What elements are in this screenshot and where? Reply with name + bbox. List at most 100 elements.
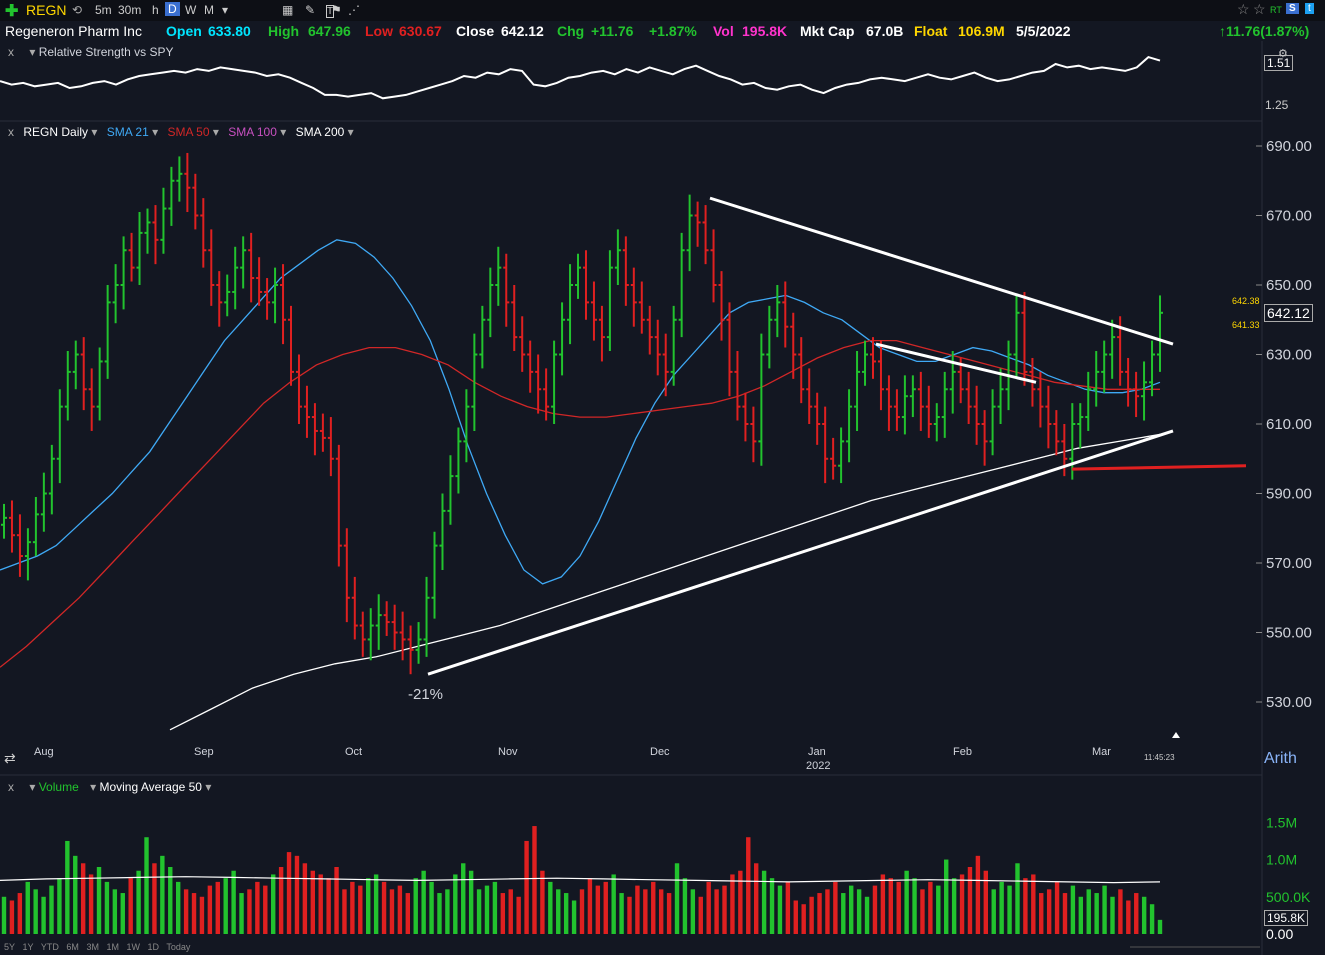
sma21-label[interactable]: SMA 21: [106, 125, 149, 139]
change-summary: ↑11.76(1.87%): [1219, 23, 1310, 39]
price-close-icon[interactable]: x: [8, 125, 14, 139]
range-today[interactable]: Today: [166, 942, 191, 952]
short-trendline[interactable]: [875, 342, 1037, 384]
volume-bar: [1070, 885, 1076, 934]
volume-bar: [825, 889, 830, 934]
price-tick-label: 610.00: [1266, 416, 1312, 433]
volume-bar: [57, 878, 62, 934]
volume-bar: [49, 885, 54, 934]
volume-bar: [381, 881, 387, 934]
range-1m[interactable]: 1M: [106, 942, 119, 952]
quote-info-bar: Regeneron Pharm Inc Open 633.80 High 647…: [0, 21, 1325, 41]
volume-bar: [421, 870, 426, 934]
symbol-input[interactable]: REGN: [26, 2, 67, 18]
volume-bar: [833, 881, 838, 934]
volume-bar: [350, 881, 355, 934]
volume-bar: [951, 878, 957, 934]
support-level-line[interactable]: [1071, 464, 1247, 471]
timeframe-d[interactable]: D: [165, 2, 180, 16]
range-5y[interactable]: 5Y: [4, 942, 16, 952]
volume-close-icon[interactable]: x: [8, 780, 14, 794]
volume-bar: [373, 874, 379, 934]
volume-bar: [912, 878, 917, 934]
range-1y[interactable]: 1Y: [22, 942, 34, 952]
support-trendline[interactable]: [427, 429, 1174, 676]
volume-bar: [461, 863, 466, 934]
range-1w[interactable]: 1W: [126, 942, 141, 952]
volume-bar: [492, 881, 498, 934]
text-tool-icon[interactable]: T: [326, 5, 335, 18]
volume-bar: [967, 867, 973, 934]
timeframe-5m[interactable]: 5m: [95, 3, 112, 17]
share-icon[interactable]: ⟲: [72, 3, 83, 17]
timeframe-w[interactable]: W: [185, 3, 197, 17]
volume-bar: [255, 881, 260, 934]
price-legend: x REGN Daily ▾ SMA 21 ▾ SMA 50 ▾ SMA 100…: [8, 125, 354, 139]
timeframe-h[interactable]: h: [152, 3, 159, 17]
volume-bar: [366, 878, 371, 934]
sma200-label[interactable]: SMA 200: [295, 125, 345, 139]
rs-label: Relative Strength vs SPY: [38, 45, 174, 59]
timeframe-30m[interactable]: 30m: [118, 3, 142, 17]
sma50-label[interactable]: SMA 50: [167, 125, 210, 139]
timeframe-m[interactable]: M: [204, 3, 214, 17]
volume-bar: [928, 881, 933, 934]
volume-bar: [706, 881, 711, 934]
twitter-icon[interactable]: t: [1305, 3, 1314, 14]
range-ytd[interactable]: YTD: [40, 942, 59, 952]
rs-dropdown-icon[interactable]: ▾: [29, 45, 36, 59]
volume-bar: [809, 896, 814, 934]
resistance-trendline[interactable]: [709, 196, 1174, 346]
volume-bar: [136, 870, 141, 934]
volume-bar: [397, 885, 403, 934]
volume-dropdown-icon[interactable]: ▾: [29, 780, 36, 794]
scale-mode-button[interactable]: Arith: [1264, 750, 1297, 767]
volume-legend: x ▾ Volume ▾ Moving Average 50 ▾: [8, 780, 212, 794]
volume-label[interactable]: Volume: [38, 780, 79, 794]
price-legend-symbol[interactable]: REGN Daily: [23, 125, 89, 139]
volume-bar: [1157, 919, 1163, 934]
network-icon[interactable]: ⋰: [348, 3, 360, 17]
star-icon-2[interactable]: ☆: [1253, 1, 1266, 17]
sma50-line: [0, 339, 1160, 668]
settings-icon[interactable]: ⚙: [1278, 48, 1288, 60]
dropdown-icon[interactable]: ▾: [222, 3, 229, 17]
last-price-tag: 642.12: [1264, 304, 1313, 322]
volume-bar: [476, 889, 482, 934]
pencil-icon[interactable]: ✎: [305, 3, 316, 17]
volume-bar: [453, 874, 458, 934]
price-tick-label: 690.00: [1266, 138, 1312, 155]
calendar-icon[interactable]: ▦: [282, 3, 294, 17]
rs-close-icon[interactable]: x: [8, 45, 14, 59]
close-label: Close: [456, 23, 495, 39]
sma100-label[interactable]: SMA 100: [228, 125, 277, 139]
range-3m[interactable]: 3M: [86, 942, 99, 952]
volume-bar: [1031, 874, 1036, 934]
company-name: Regeneron Pharm Inc: [5, 23, 142, 39]
range-6m[interactable]: 6M: [66, 942, 79, 952]
range-1d[interactable]: 1D: [147, 942, 160, 952]
volume-bar: [643, 889, 648, 934]
volume-bar: [991, 889, 996, 934]
volume-bar: [587, 878, 593, 934]
volume-ma-label[interactable]: Moving Average 50: [99, 780, 202, 794]
scroll-up-icon[interactable]: [1172, 732, 1180, 738]
flag-icon[interactable]: ⚑: [331, 3, 342, 17]
volume-bar: [207, 885, 213, 934]
volume-bar: [1007, 885, 1012, 934]
volume-tick-label: 1.5M: [1266, 814, 1297, 830]
volume-bar: [801, 904, 806, 934]
volume-bar: [666, 893, 672, 934]
volume-bar: [199, 896, 205, 934]
volume-value-tag: 195.8K: [1264, 910, 1309, 926]
add-symbol-icon[interactable]: ✚: [5, 3, 19, 20]
month-label: Jan: [808, 746, 826, 758]
volume-bar: [80, 863, 86, 934]
star-icon[interactable]: ☆: [1237, 1, 1250, 17]
price-tick-label: 650.00: [1266, 277, 1312, 294]
volume-bar: [73, 855, 78, 934]
s-badge[interactable]: S: [1286, 3, 1299, 14]
swap-icon[interactable]: ⇄: [4, 750, 16, 766]
volume-bar: [872, 885, 878, 934]
